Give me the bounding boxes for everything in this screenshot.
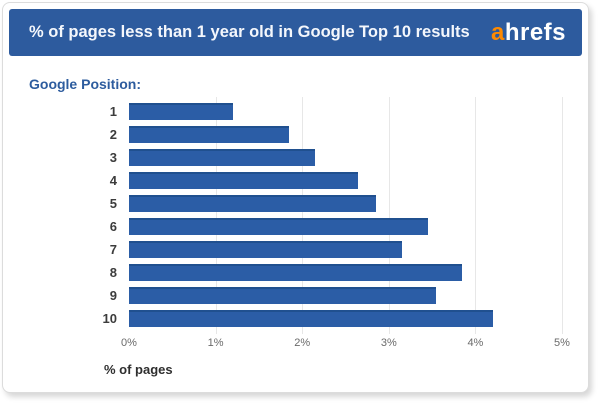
- chart-title: % of pages less than 1 year old in Googl…: [29, 23, 470, 41]
- bar: [129, 241, 402, 258]
- bar-row-label: 3: [109, 150, 117, 165]
- ahrefs-logo: ahrefs: [491, 19, 566, 47]
- gridline: [215, 97, 217, 334]
- bar: [129, 195, 376, 212]
- bar-track: [129, 126, 562, 143]
- bar-row: 9: [3, 284, 588, 307]
- bar-row: 2: [3, 123, 588, 146]
- bar: [129, 149, 316, 166]
- bar-track: [129, 172, 562, 189]
- gridline: [475, 97, 477, 334]
- bar-row-label: 7: [109, 242, 117, 257]
- bar: [129, 126, 290, 143]
- bar-row-label: 4: [109, 173, 117, 188]
- bar-row: 6: [3, 215, 588, 238]
- bar-track: [129, 103, 562, 120]
- y-axis-legend: Google Position:: [29, 76, 141, 92]
- ahrefs-logo-accent: a: [490, 18, 505, 46]
- bar-row: 10: [3, 307, 588, 330]
- chart-header: % of pages less than 1 year old in Googl…: [9, 9, 582, 56]
- ahrefs-logo-rest: hrefs: [504, 18, 566, 46]
- bar-row: 8: [3, 261, 588, 284]
- bar-track: [129, 310, 562, 327]
- x-axis-label: % of pages: [104, 362, 173, 377]
- bar: [129, 218, 428, 235]
- x-tick-label: 0%: [121, 337, 137, 349]
- x-tick-label: 2%: [294, 337, 311, 349]
- bar-track: [129, 218, 562, 235]
- x-tick-label: 5%: [554, 337, 570, 349]
- gridline: [562, 97, 563, 334]
- bar-row-label: 8: [109, 265, 117, 280]
- gridlines: [129, 97, 563, 334]
- bar-row-label: 1: [109, 104, 117, 119]
- bar-row-label: 10: [102, 311, 117, 326]
- x-axis-ticks: 0% 1% 2% 3% 4% 5%: [121, 337, 570, 352]
- bar-row-label: 6: [109, 219, 117, 234]
- x-tick-label: 4%: [467, 337, 484, 349]
- bar-chart: 1 2 3 4 5 6 7 8 9 10 0% 1% 2% 3% 4% 5% % of pages: [3, 97, 588, 377]
- gridline: [302, 97, 304, 334]
- x-tick-label: 3%: [380, 337, 397, 349]
- bar-row-label: 5: [109, 196, 117, 211]
- bar: [129, 172, 359, 189]
- bar-track: [129, 149, 562, 166]
- bar-track: [129, 241, 562, 258]
- bar-track: [129, 264, 562, 281]
- bar-track: [129, 195, 562, 212]
- bar-row: 4: [3, 169, 588, 192]
- bar-track: [129, 287, 562, 304]
- bar: [129, 103, 233, 120]
- bar: [129, 264, 463, 281]
- bar-row-label: 2: [109, 127, 117, 142]
- gridline: [388, 97, 390, 334]
- bar: [129, 310, 493, 327]
- bar-row: 5: [3, 192, 588, 215]
- plot-area: 1 2 3 4 5 6 7 8 9 10: [3, 97, 588, 334]
- chart-card: % of pages less than 1 year old in Googl…: [2, 2, 589, 393]
- bar-row-label: 9: [109, 288, 117, 303]
- bar: [129, 287, 437, 304]
- bar-row: 3: [3, 146, 588, 169]
- x-tick-label: 1%: [207, 337, 224, 349]
- bar-row: 1: [3, 100, 588, 123]
- bar-row: 7: [3, 238, 588, 261]
